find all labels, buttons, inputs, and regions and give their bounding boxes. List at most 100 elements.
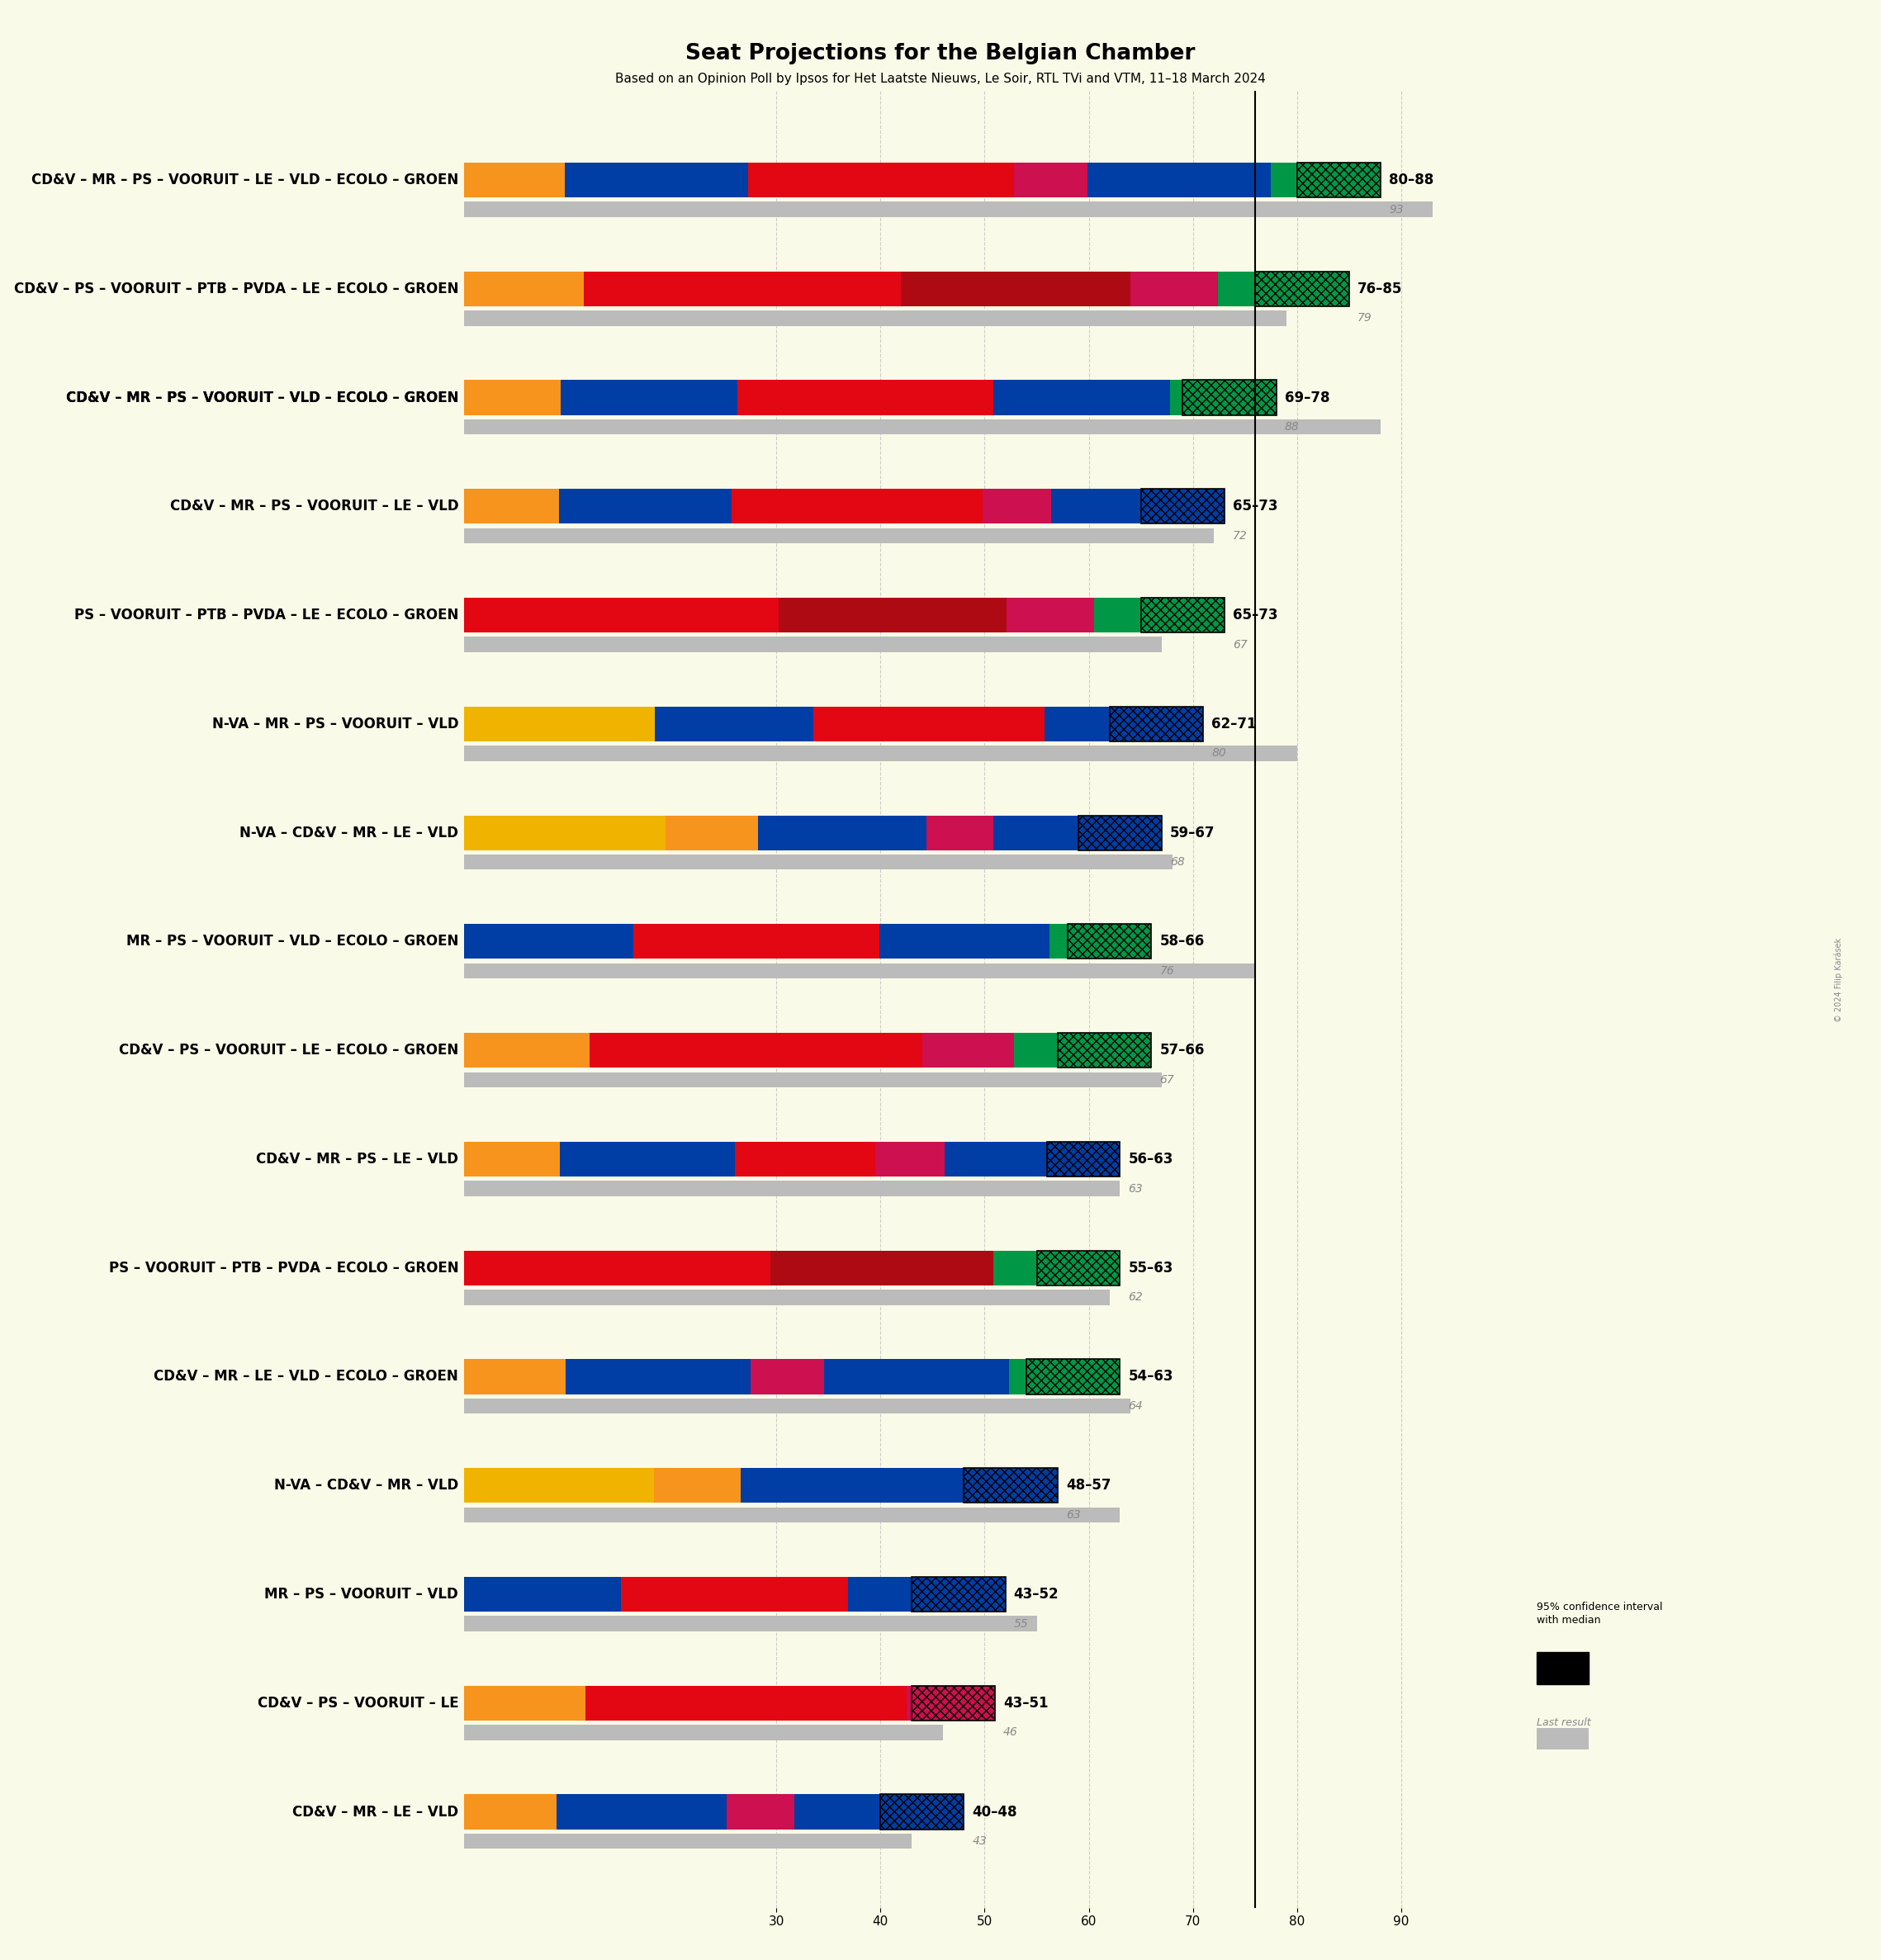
Text: 93: 93	[1388, 204, 1403, 216]
Bar	[463, 1835, 912, 1848]
Bar	[1255, 270, 1349, 306]
Text: 69–78: 69–78	[1285, 390, 1330, 406]
Bar	[463, 1143, 561, 1176]
Text: 88: 88	[1285, 421, 1300, 433]
Text: CD&V – MR – PS – VOORUIT – LE – VLD: CD&V – MR – PS – VOORUIT – LE – VLD	[169, 500, 459, 514]
Bar	[1183, 380, 1277, 416]
Bar	[463, 1397, 1130, 1413]
Bar	[1046, 1360, 1119, 1394]
Bar	[463, 598, 638, 633]
Bar	[922, 1033, 1014, 1068]
Bar	[634, 923, 769, 958]
Bar	[1014, 163, 1087, 198]
Bar	[794, 1795, 963, 1829]
Bar	[463, 380, 561, 416]
Bar	[771, 1250, 897, 1286]
Bar	[591, 1033, 773, 1068]
Bar	[463, 745, 1298, 760]
Bar	[1142, 598, 1225, 633]
Text: N-VA – CD&V – MR – LE – VLD: N-VA – CD&V – MR – LE – VLD	[239, 825, 459, 841]
Bar	[463, 815, 666, 851]
Text: CD&V – PS – VOORUIT – LE: CD&V – PS – VOORUIT – LE	[258, 1695, 459, 1711]
Bar	[564, 163, 749, 198]
Bar	[1083, 923, 1151, 958]
Bar	[463, 1468, 655, 1503]
Text: 62–71: 62–71	[1211, 717, 1257, 731]
Bar	[824, 1360, 1008, 1394]
Bar	[463, 1617, 1036, 1631]
Text: CD&V – MR – PS – VOORUIT – VLD – ECOLO – GROEN: CD&V – MR – PS – VOORUIT – VLD – ECOLO –…	[66, 390, 459, 406]
Bar	[463, 527, 1213, 543]
Text: 65–73: 65–73	[1232, 608, 1277, 623]
Text: 43–51: 43–51	[1003, 1695, 1048, 1711]
Bar	[1206, 380, 1277, 416]
Text: 72: 72	[1232, 529, 1247, 541]
Bar	[1050, 923, 1083, 958]
Bar	[848, 1578, 1006, 1611]
Bar	[566, 1360, 751, 1394]
Bar	[1537, 1729, 1589, 1750]
Text: 58–66: 58–66	[1161, 935, 1204, 949]
Text: CD&V – MR – LE – VLD – ECOLO – GROEN: CD&V – MR – LE – VLD – ECOLO – GROEN	[154, 1370, 459, 1384]
Text: 54–63: 54–63	[1129, 1370, 1174, 1384]
Bar	[463, 923, 634, 958]
Bar	[559, 488, 732, 523]
Bar	[773, 1033, 922, 1068]
Text: 57–66: 57–66	[1161, 1043, 1204, 1058]
Bar	[895, 163, 1014, 198]
Bar	[925, 815, 993, 851]
Bar	[1006, 598, 1095, 633]
Bar	[1033, 270, 1130, 306]
Text: CD&V – PS – VOORUIT – PTB – PVDA – LE – ECOLO – GROEN: CD&V – PS – VOORUIT – PTB – PVDA – LE – …	[13, 282, 459, 296]
Text: MR – PS – VOORUIT – VLD: MR – PS – VOORUIT – VLD	[265, 1588, 459, 1601]
Bar	[1087, 163, 1270, 198]
Bar	[940, 706, 1044, 741]
Bar	[732, 488, 869, 523]
Text: 56–63: 56–63	[1129, 1152, 1174, 1166]
Text: PS – VOORUIT – PTB – PVDA – LE – ECOLO – GROEN: PS – VOORUIT – PTB – PVDA – LE – ECOLO –…	[73, 608, 459, 623]
Bar	[557, 1795, 726, 1829]
Bar	[1537, 1652, 1589, 1684]
Text: 62: 62	[1129, 1292, 1144, 1303]
Bar	[655, 706, 814, 741]
Bar	[585, 1686, 762, 1721]
Bar	[463, 419, 1381, 435]
Bar	[1035, 1250, 1119, 1286]
Text: 67: 67	[1161, 1074, 1174, 1086]
Bar	[463, 1507, 1119, 1523]
Bar	[463, 202, 1433, 218]
Bar	[463, 1795, 557, 1829]
Bar	[1078, 815, 1162, 851]
Text: 46: 46	[1003, 1727, 1018, 1739]
Text: CD&V – MR – PS – VOORUIT – VLD – ECOLO – GROEN: CD&V – MR – PS – VOORUIT – VLD – ECOLO –…	[66, 390, 459, 406]
Text: 68: 68	[1170, 857, 1185, 868]
Bar	[899, 1468, 1057, 1503]
Text: N-VA – CD&V – MR – VLD: N-VA – CD&V – MR – VLD	[275, 1478, 459, 1494]
Text: © 2024 Filip Karásek: © 2024 Filip Karásek	[1834, 937, 1843, 1023]
Bar	[463, 310, 1287, 325]
Bar	[880, 923, 1050, 958]
Text: N-VA – MR – PS – VOORUIT – VLD: N-VA – MR – PS – VOORUIT – VLD	[213, 717, 459, 731]
Bar	[1059, 1033, 1151, 1068]
Bar	[912, 1686, 995, 1721]
Bar	[909, 598, 1006, 633]
Bar	[993, 1250, 1035, 1286]
Bar	[1057, 1033, 1151, 1068]
Bar	[779, 598, 909, 633]
Bar	[878, 380, 993, 416]
Text: 67: 67	[1232, 639, 1247, 651]
Bar	[1095, 598, 1138, 633]
Bar	[463, 270, 583, 306]
Bar	[963, 1468, 1057, 1503]
Text: 59–67: 59–67	[1170, 825, 1215, 841]
Bar	[758, 815, 925, 851]
Bar	[993, 815, 1162, 851]
Text: 80–88: 80–88	[1388, 172, 1433, 188]
Text: CD&V – MR – PS – VOORUIT – LE – VLD – ECOLO – GROEN: CD&V – MR – PS – VOORUIT – LE – VLD – EC…	[32, 172, 459, 188]
Text: CD&V – MR – PS – LE – VLD: CD&V – MR – PS – LE – VLD	[256, 1152, 459, 1166]
Bar	[1219, 270, 1262, 306]
Text: 76: 76	[1161, 964, 1174, 976]
Bar	[749, 163, 895, 198]
Text: 79: 79	[1358, 312, 1373, 323]
Bar	[1051, 488, 1225, 523]
